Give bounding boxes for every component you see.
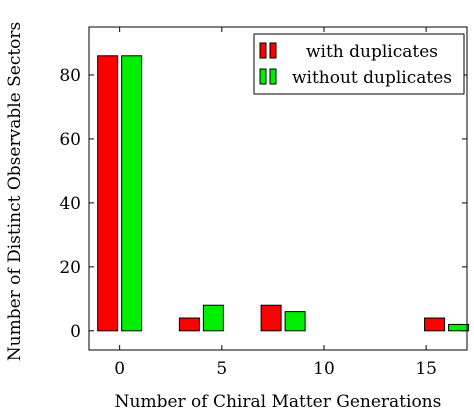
x-tick-label-10: 10 [313, 359, 335, 379]
y-tick-label-80: 80 [59, 66, 81, 86]
bars-group [97, 55, 470, 332]
legend-box [253, 33, 465, 95]
plot-frame [88, 26, 468, 351]
y-tick-label-60: 60 [59, 130, 81, 150]
y-axis-label: Number of Distinct Observable Sectors [5, 22, 25, 362]
legend-swatch-0-b [269, 42, 277, 59]
legend-swatch-1-b [269, 68, 277, 85]
bar-with-duplicates-x8 [260, 304, 282, 332]
legend-swatch-0-a [259, 42, 267, 59]
bar-without-duplicates-x0 [121, 55, 143, 332]
bar-without-duplicates-x4 [202, 304, 224, 332]
ticks-group: 0 5 10 15 0 20 40 60 80 [59, 27, 467, 379]
x-axis-label: Number of Chiral Matter Generations [115, 392, 442, 412]
legend-swatch-1-a [259, 68, 267, 85]
bar-without-duplicates-x8 [284, 311, 306, 332]
y-tick-label-20: 20 [59, 258, 81, 278]
x-tick-label-15: 15 [415, 359, 437, 379]
bar-with-duplicates-x4 [178, 317, 200, 332]
bar-with-duplicates-x0 [97, 55, 119, 332]
bar-without-duplicates-x16 [448, 323, 470, 332]
legend-label-0: with duplicates [306, 42, 438, 62]
y-tick-label-40: 40 [59, 194, 81, 214]
y-tick-label-0: 0 [70, 322, 81, 342]
legend-label-1: without duplicates [292, 68, 452, 88]
x-tick-label-5: 5 [216, 359, 227, 379]
x-tick-label-0: 0 [114, 359, 125, 379]
bar-with-duplicates-x16 [424, 317, 446, 332]
legend: with duplicates without duplicates [253, 33, 465, 95]
